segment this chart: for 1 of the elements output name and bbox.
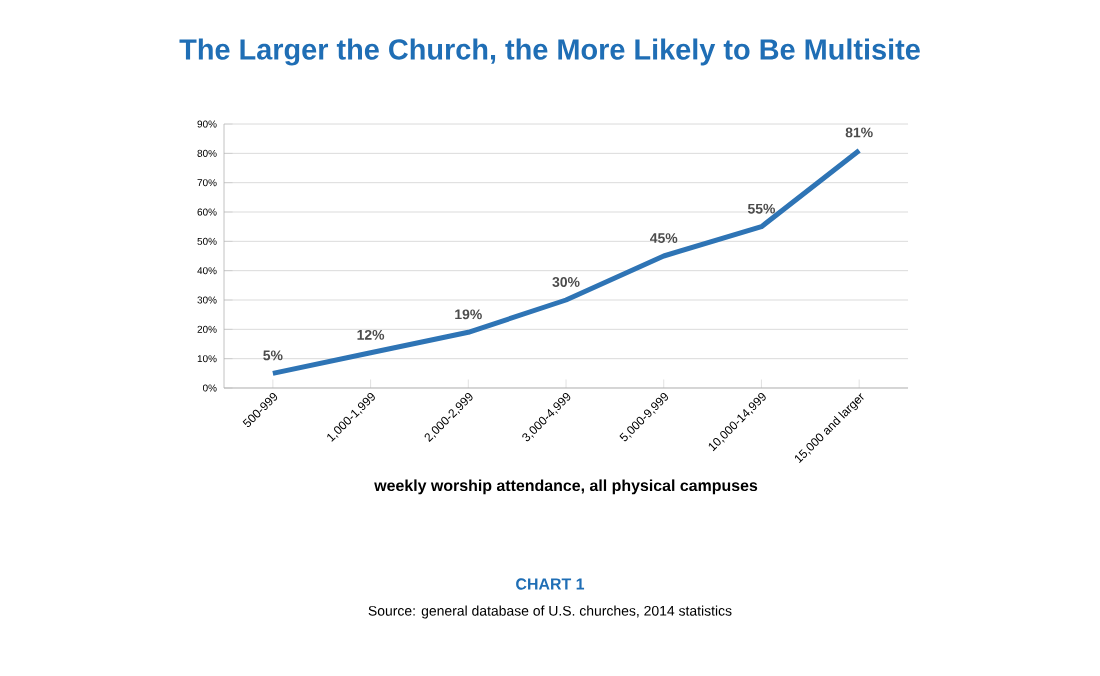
chart-title: The Larger the Church, the More Likely to Be Multisite [179, 38, 920, 66]
